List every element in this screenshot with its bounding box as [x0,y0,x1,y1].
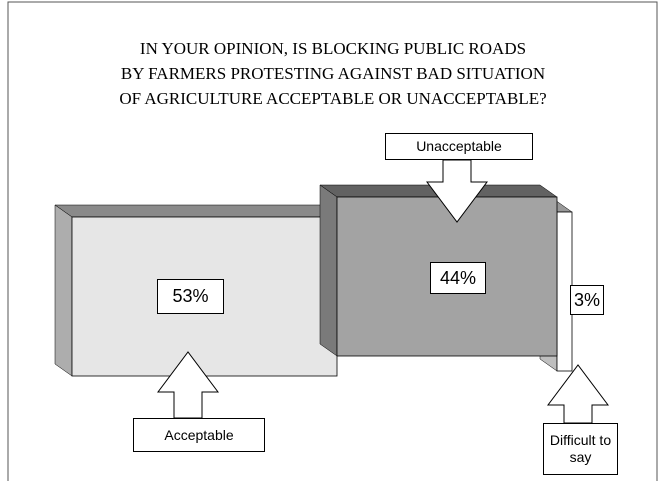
value-label: 3% [570,285,604,315]
callout-arrow [426,159,488,223]
callout-arrow [547,364,609,424]
category-label: Unacceptable [385,133,533,160]
segment-side [54,204,73,377]
category-label: Acceptable [133,418,265,452]
frame [7,1,658,481]
chart-title: BY FARMERS PROTESTING AGAINST BAD SITUAT… [121,64,545,83]
value-label: 53% [157,279,224,314]
chart-title: IN YOUR OPINION, IS BLOCKING PUBLIC ROAD… [140,39,526,58]
category-label: Difficult to say [543,423,618,475]
value-label: 44% [430,262,486,294]
segment-top [54,204,338,218]
callout-arrow [157,351,219,419]
chart-title: OF AGRICULTURE ACCEPTABLE OR UNACCEPTABL… [119,89,546,108]
segment-side [319,184,338,357]
